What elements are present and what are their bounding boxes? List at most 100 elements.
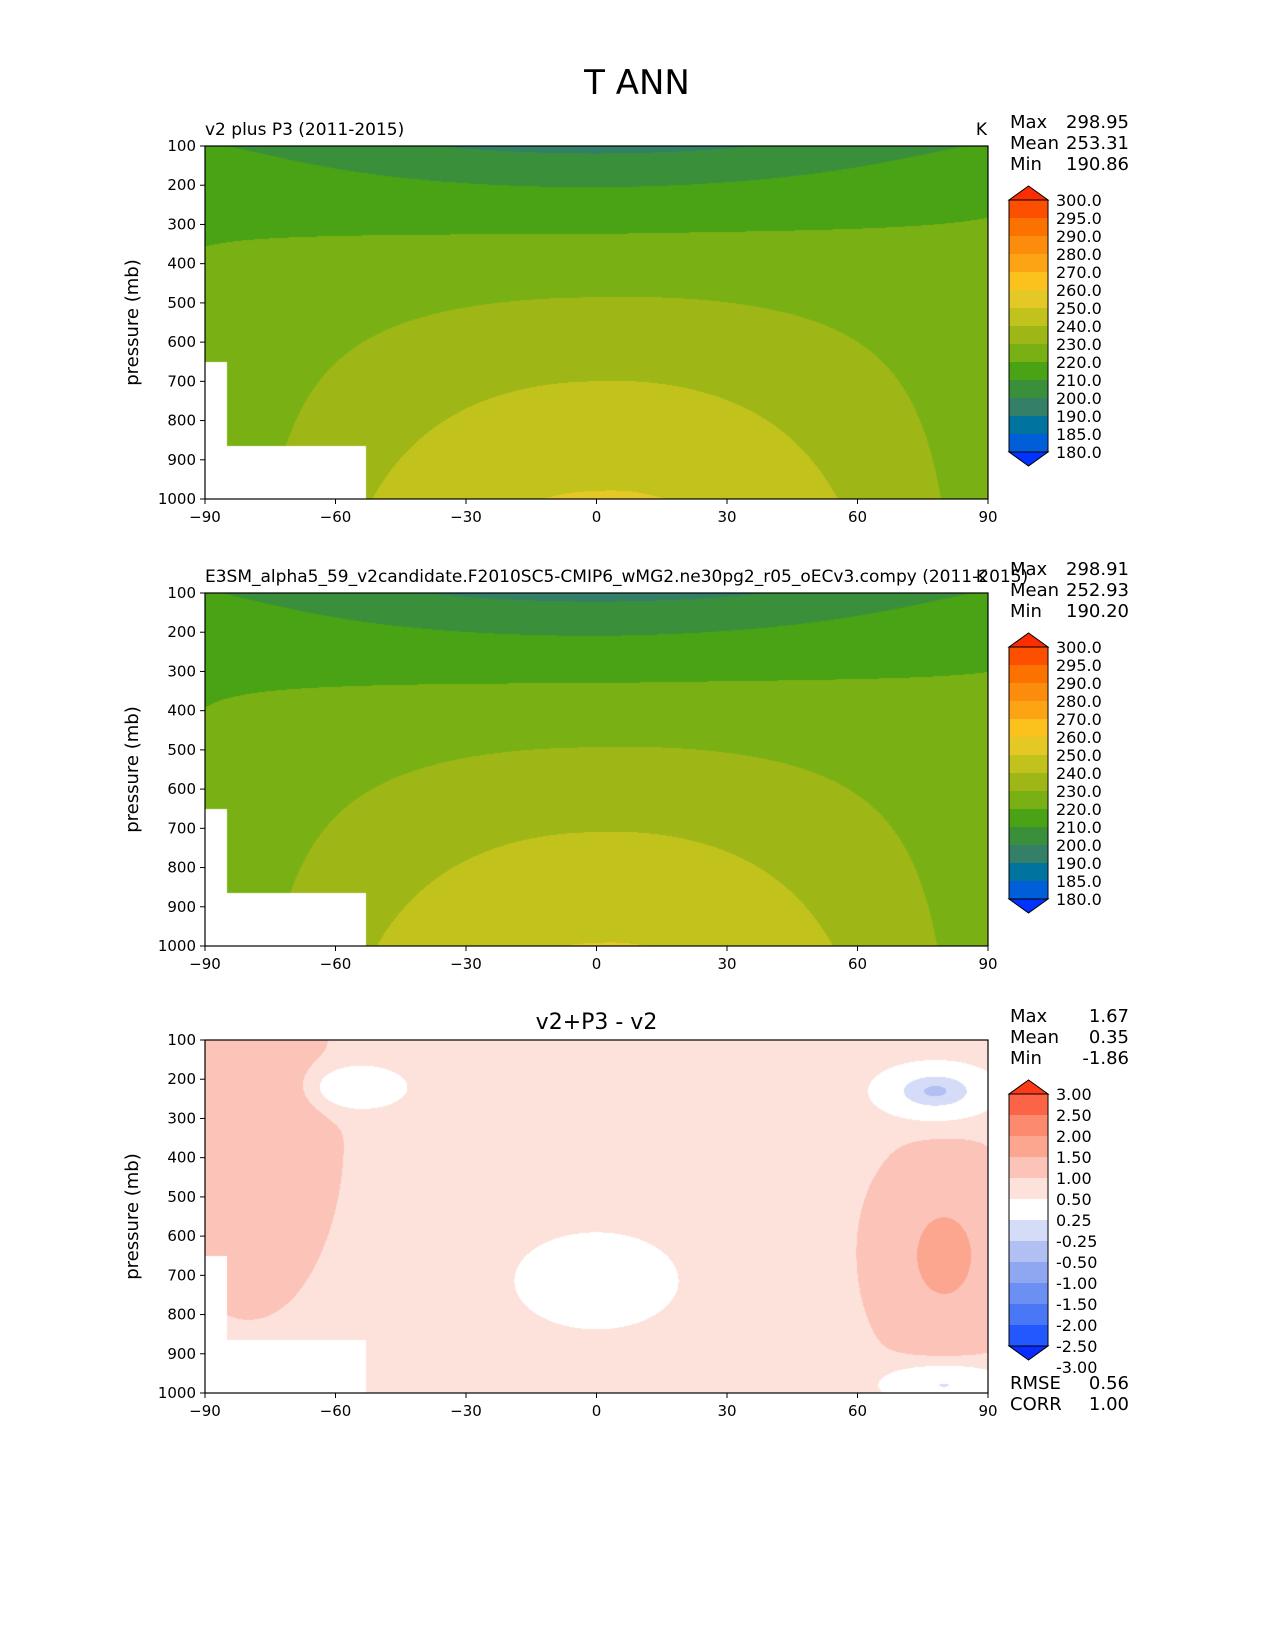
stat-label: Max [1010, 112, 1048, 133]
colorbar-label: 240.0 [1056, 317, 1102, 336]
stat-label: Mean [1010, 580, 1059, 601]
colorbar-label: 300.0 [1056, 638, 1102, 657]
colorbar-segment [1009, 1094, 1048, 1116]
y-tick-label: 400 [167, 702, 196, 720]
x-tick-label: 90 [978, 955, 997, 973]
y-tick-label: 400 [167, 1149, 196, 1167]
y-tick-label: 500 [167, 1188, 196, 1206]
colorbar-extend-max [1007, 632, 1050, 648]
colorbar-frame [1008, 199, 1049, 453]
colorbar-label: 1.50 [1056, 1148, 1092, 1167]
y-tick-label: 900 [167, 898, 196, 916]
y-tick-label: 100 [167, 137, 196, 155]
colorbar-label: 280.0 [1056, 692, 1102, 711]
stat-label: Max [1010, 559, 1048, 580]
colorbar-segment [1009, 272, 1048, 291]
stat-label: RMSE [1010, 1373, 1061, 1394]
colorbar-segment [1009, 1115, 1048, 1137]
units-label: K [976, 120, 988, 140]
colorbar-segment [1009, 881, 1048, 900]
colorbar-label: 250.0 [1056, 299, 1102, 318]
colorbar-label: 190.0 [1056, 407, 1102, 426]
colorbar-segment [1009, 236, 1048, 255]
colorbar: 300.0295.0290.0280.0270.0260.0250.0240.0… [1007, 185, 1102, 467]
colorbar-extend-min [1007, 898, 1050, 914]
colorbar-segment [1009, 1199, 1048, 1221]
y-tick-label: 1000 [158, 937, 196, 955]
colorbar-segment [1009, 1157, 1048, 1179]
colorbar-label: 270.0 [1056, 263, 1102, 282]
colorbar-segment [1009, 416, 1048, 435]
colorbar-segment [1009, 326, 1048, 345]
stat-value: 1.67 [1089, 1006, 1129, 1027]
colorbar-segment [1009, 434, 1048, 453]
colorbar-segment [1009, 218, 1048, 237]
colorbar-segment [1009, 362, 1048, 381]
x-tick-label: 90 [978, 1402, 997, 1420]
colorbar-segment [1009, 755, 1048, 774]
colorbar-label: 290.0 [1056, 227, 1102, 246]
y-tick-label: 400 [167, 255, 196, 273]
colorbar-label: -1.50 [1056, 1295, 1097, 1314]
y-tick-label: 100 [167, 584, 196, 602]
colorbar-label: 0.50 [1056, 1190, 1092, 1209]
y-tick-label: 100 [167, 1031, 196, 1049]
y-axis-label: pressure (mb) [122, 259, 143, 385]
x-tick-label: 30 [717, 508, 736, 526]
x-tick-label: 30 [717, 1402, 736, 1420]
panel-title: E3SM_alpha5_59_v2candidate.F2010SC5-CMIP… [205, 567, 1028, 587]
x-tick-label: −90 [189, 955, 221, 973]
colorbar-segment [1009, 1262, 1048, 1284]
colorbar-segment [1009, 701, 1048, 720]
x-tick-label: −60 [320, 1402, 352, 1420]
y-tick-label: 1000 [158, 1384, 196, 1402]
colorbar-segment [1009, 809, 1048, 828]
colorbar-extend-max [1007, 1079, 1050, 1095]
colorbar-label: 250.0 [1056, 746, 1102, 765]
x-tick-label: 0 [592, 1402, 602, 1420]
colorbar-segment [1009, 1283, 1048, 1305]
x-tick-label: −30 [450, 508, 482, 526]
y-tick-label: 900 [167, 1345, 196, 1363]
stat-label: CORR [1010, 1394, 1062, 1415]
colorbar-label: 260.0 [1056, 728, 1102, 747]
colorbar-segment [1009, 773, 1048, 792]
colorbar-label: 185.0 [1056, 872, 1102, 891]
stat-label: Min [1010, 154, 1042, 175]
stat-value: 0.35 [1089, 1027, 1129, 1048]
colorbar-label: -2.50 [1056, 1337, 1097, 1356]
colorbar-label: 185.0 [1056, 425, 1102, 444]
colorbar-label: -0.25 [1056, 1232, 1097, 1251]
stat-value: 0.56 [1089, 1373, 1129, 1394]
y-tick-label: 600 [167, 1227, 196, 1245]
x-tick-label: 90 [978, 508, 997, 526]
colorbar-label: 270.0 [1056, 710, 1102, 729]
y-tick-label: 200 [167, 1070, 196, 1088]
x-tick-label: 60 [848, 508, 867, 526]
x-tick-label: 0 [592, 508, 602, 526]
contour-field [205, 146, 988, 499]
x-tick-label: −90 [189, 508, 221, 526]
colorbar-extend-min [1007, 451, 1050, 467]
stat-label: Max [1010, 1006, 1048, 1027]
stat-value: 190.20 [1066, 601, 1129, 622]
stat-label: Mean [1010, 1027, 1059, 1048]
colorbar-label: -0.50 [1056, 1253, 1097, 1272]
colorbar-segment [1009, 1136, 1048, 1158]
colorbar-segment [1009, 344, 1048, 363]
figure-title: T ANN [583, 63, 690, 103]
x-tick-label: 60 [848, 955, 867, 973]
contour-field [205, 1040, 988, 1393]
stat-value: -1.86 [1082, 1048, 1129, 1069]
colorbar-segment [1009, 683, 1048, 702]
colorbar-label: 230.0 [1056, 335, 1102, 354]
y-tick-label: 600 [167, 780, 196, 798]
colorbar-frame [1008, 1093, 1049, 1347]
y-tick-label: 300 [167, 1109, 196, 1127]
x-tick-label: −30 [450, 1402, 482, 1420]
x-tick-label: −30 [450, 955, 482, 973]
colorbar-segment [1009, 254, 1048, 273]
colorbar-segment [1009, 665, 1048, 684]
stat-value: 1.00 [1089, 1394, 1129, 1415]
x-tick-label: 60 [848, 1402, 867, 1420]
